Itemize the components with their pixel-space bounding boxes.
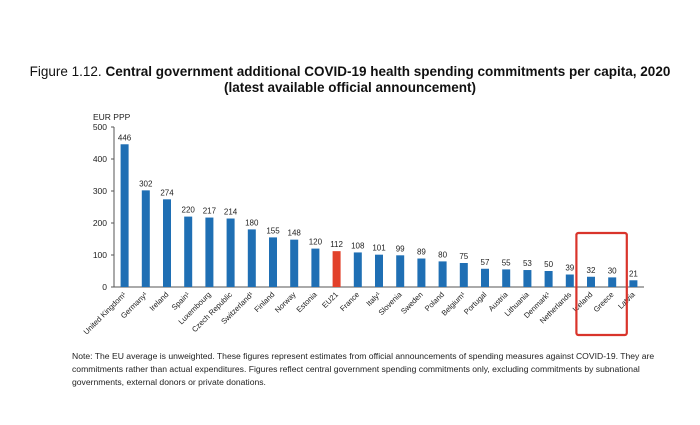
data-label: 446 [118,133,132,142]
x-tick-label: Sweden [399,290,425,316]
data-label: 39 [565,264,574,273]
chart-title: Figure 1.12. Central government addition… [0,64,700,96]
data-label: 53 [523,259,532,268]
bar [502,269,511,287]
bar [311,248,320,287]
figure-number: Figure 1.12. [29,64,102,79]
x-tick-label: Finland [252,290,276,314]
x-tick-label: Greece [592,290,616,314]
bar [375,254,383,287]
data-label: 120 [309,238,323,247]
data-label: 180 [245,218,259,227]
x-tick-label: Portugal [462,290,489,317]
y-tick-label: 300 [93,186,107,196]
annotation-box [575,231,628,337]
chart-note: Note: The EU average is unweighted. Thes… [72,351,655,387]
bar [269,237,277,287]
data-label: 99 [396,244,405,253]
y-axis-unit-label: EUR PPP [93,112,131,122]
bar [523,270,532,287]
x-tick-label: Ireland [148,290,171,313]
data-label: 57 [481,258,490,267]
data-label: 112 [330,240,343,249]
data-label: 155 [266,226,280,235]
bar [226,218,235,287]
bar [247,229,256,287]
x-tick-label: Slovenia [377,290,405,318]
bar [332,251,341,287]
bar [565,274,574,287]
bar [587,276,595,287]
bar [629,280,638,287]
chart-title-main: Central government additional COVID-19 h… [105,64,671,79]
y-tick-label: 0 [102,282,107,292]
bar [205,217,214,287]
y-tick-label: 200 [93,218,107,228]
y-tick-label: 100 [93,250,107,260]
data-label: 89 [417,248,426,257]
bar [459,263,468,287]
data-label: 55 [502,258,511,267]
data-label: 21 [629,269,638,278]
data-label: 220 [182,206,196,215]
x-tick-label: Italy¹ [364,290,382,308]
data-label: 50 [544,260,553,269]
x-tick-label: Iceland [571,290,595,314]
bar [481,268,489,287]
bar [141,190,150,287]
bar [120,144,129,287]
data-label: 30 [608,266,617,275]
bar [396,255,405,287]
bar [544,271,553,287]
data-label: 75 [459,252,468,261]
data-label: 274 [160,188,174,197]
bar [353,252,362,287]
bar [438,261,447,287]
x-tick-label: Norway [273,290,298,315]
data-label: 80 [438,250,447,259]
bar [184,216,193,287]
bar [608,277,617,287]
y-tick-label: 400 [93,154,107,164]
bar [163,199,171,287]
data-label: 302 [139,179,153,188]
data-label: 214 [224,208,238,217]
y-tick-label: 500 [93,122,107,132]
data-label: 32 [587,266,596,275]
data-label: 101 [372,244,386,253]
x-tick-label: Estonia [295,290,320,315]
data-label: 108 [351,241,365,250]
data-label: 148 [288,229,302,238]
bar [290,239,299,287]
x-tick-label: Belgium¹ [440,290,468,318]
chart-subtitle: (latest available official announcement) [223,80,477,95]
data-label: 217 [203,207,217,216]
bar [417,258,426,287]
x-tick-label: France [338,290,361,313]
